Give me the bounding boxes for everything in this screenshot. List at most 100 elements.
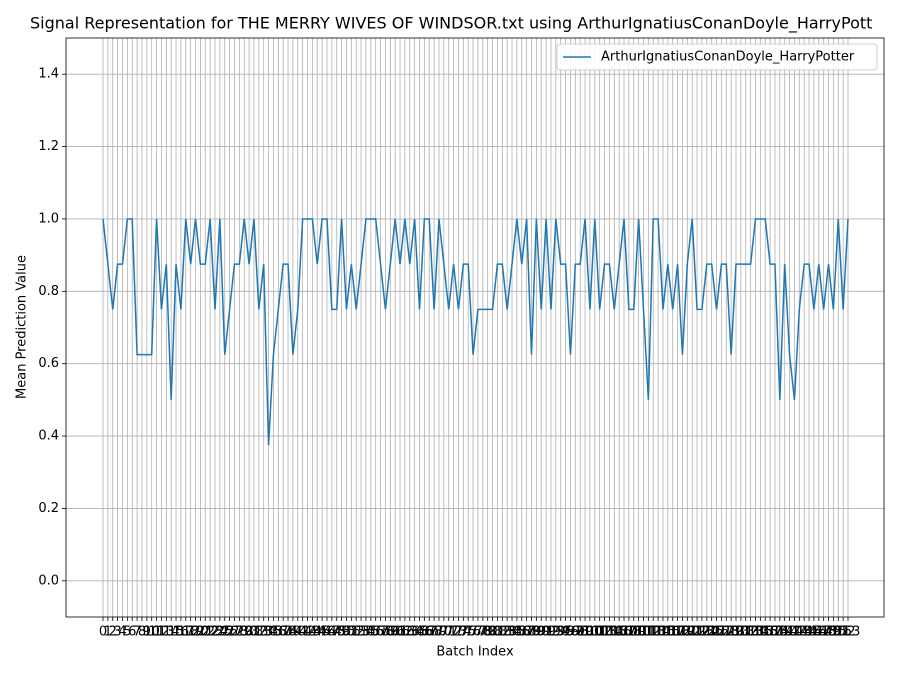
x-tick-label: 1 [104,625,112,640]
x-tick-label: 0 [99,625,107,640]
x-tick-label: 142 [782,625,807,640]
x-tick-label: 13 [158,625,175,640]
x-tick-label: 112 [636,625,661,640]
x-tick-label: 66 [416,625,433,640]
y-tick-label: 0.0 [38,573,59,588]
x-tick-label: 92 [543,625,560,640]
legend: ArthurIgnatiusConanDoyle_HarryPotter [556,43,878,71]
x-tick-label: 46 [319,625,336,640]
x-tick-label: 17 [178,625,195,640]
x-tick-label: 47 [324,625,341,640]
x-tick-label: 9 [143,625,151,640]
x-tick-label: 149 [816,625,841,640]
x-tick-label: 22 [202,625,219,640]
x-tick-label: 76 [465,625,482,640]
x-tick-label: 94 [552,625,569,640]
x-tick-label: 74 [455,625,472,640]
x-tick-label: 103 [592,625,617,640]
x-tick-label: 2 [109,625,117,640]
x-tick-label: 86 [513,625,530,640]
x-tick-label: 67 [421,625,438,640]
x-tick-label: 26 [221,625,238,640]
x-tick-label: 4 [118,625,126,640]
x-tick-label: 105 [602,625,627,640]
y-axis-label: Mean Prediction Value [15,255,30,399]
x-tick-label: 3 [113,625,121,640]
x-tick-label: 49 [333,625,350,640]
x-tick-label: 133 [738,625,763,640]
x-tick-label: 78 [475,625,492,640]
x-tick-label: 132 [733,625,758,640]
x-tick-label: 151 [826,625,851,640]
x-tick-label: 128 [714,625,739,640]
x-tick-label: 152 [831,625,856,640]
x-tick-label: 136 [753,625,778,640]
x-tick-label: 19 [187,625,204,640]
x-tick-label: 23 [207,625,224,640]
x-tick-label: 108 [616,625,641,640]
x-tick-label: 68 [426,625,443,640]
x-tick-label: 122 [685,625,710,640]
x-tick-label: 28 [231,625,248,640]
y-tick-label: 0.2 [38,501,59,516]
x-tick-label: 62 [397,625,414,640]
x-tick-label: 127 [709,625,734,640]
x-tick-label: 80 [484,625,501,640]
x-tick-label: 35 [265,625,282,640]
x-tick-label: 36 [270,625,287,640]
x-tick-label: 42 [299,625,316,640]
x-tick-label: 95 [557,625,574,640]
x-tick-label: 117 [660,625,685,640]
x-tick-label: 106 [607,625,632,640]
legend-label: ArthurIgnatiusConanDoyle_HarryPotter [601,50,855,65]
x-tick-label: 54 [358,625,375,640]
x-tick-label: 43 [304,625,321,640]
chart-title: Signal Representation for THE MERRY WIVE… [30,14,872,34]
y-tick-label: 1.0 [38,211,59,226]
x-tick-label: 18 [182,625,199,640]
x-tick-label: 88 [523,625,540,640]
x-tick-label: 51 [343,625,360,640]
x-tick-label: 41 [294,625,311,640]
x-tick-label: 131 [728,625,753,640]
x-tick-label: 59 [382,625,399,640]
x-tick-label: 12 [153,625,170,640]
x-tick-label: 38 [280,625,297,640]
x-tick-label: 53 [353,625,370,640]
x-tick-label: 58 [377,625,394,640]
x-tick-label: 102 [587,625,612,640]
x-tick-label: 11 [148,625,165,640]
x-tick-label: 91 [538,625,555,640]
x-tick-label: 24 [212,625,229,640]
x-tick-label: 25 [216,625,233,640]
x-tick-label: 137 [758,625,783,640]
x-tick-label: 90 [533,625,550,640]
x-tick-label: 71 [440,625,457,640]
x-tick-label: 56 [367,625,384,640]
y-tick-label: 0.8 [38,284,59,299]
x-tick-label: 72 [445,625,462,640]
x-tick-label: 32 [251,625,268,640]
x-tick-label: 48 [328,625,345,640]
x-tick-label: 81 [489,625,506,640]
x-tick-label: 110 [626,625,651,640]
plot-frame [65,37,885,618]
x-tick-label: 69 [431,625,448,640]
x-tick-label: 125 [699,625,724,640]
x-tick-label: 104 [597,625,622,640]
data-line [102,218,849,446]
x-tick-label: 89 [528,625,545,640]
x-tick-label: 148 [811,625,836,640]
x-tick-label: 114 [646,625,671,640]
x-tick-label: 118 [665,625,690,640]
x-tick-label: 83 [499,625,516,640]
x-tick-label: 150 [821,625,846,640]
x-tick-label: 145 [797,625,822,640]
x-tick-label: 113 [641,625,666,640]
x-tick-label: 77 [470,625,487,640]
legend-box [556,43,878,71]
x-tick-label: 73 [450,625,467,640]
x-tick-label: 30 [241,625,258,640]
x-tick-label: 6 [128,625,136,640]
